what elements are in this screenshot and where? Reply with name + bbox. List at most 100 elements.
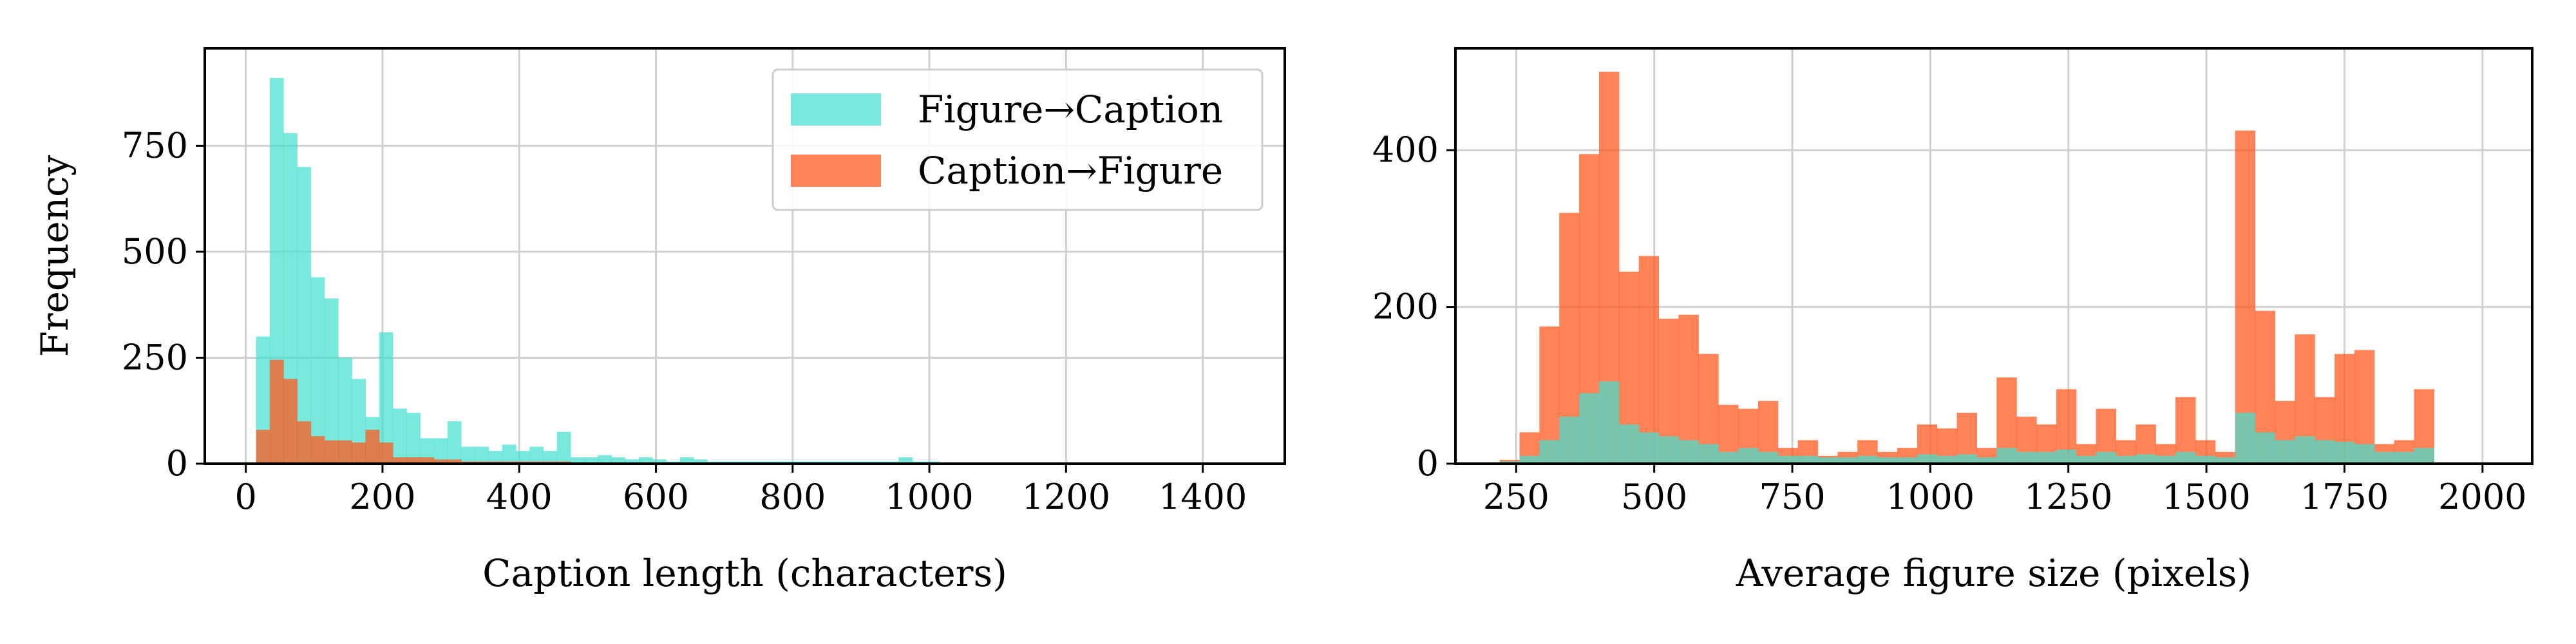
x-tick-label: 1750 <box>2300 477 2389 517</box>
histogram-bar <box>310 436 325 464</box>
histogram-bar <box>556 431 571 464</box>
histogram-bar <box>625 459 639 464</box>
histogram-bar <box>1678 314 1699 464</box>
histogram-bar <box>433 438 448 464</box>
histogram-bar <box>1638 256 1660 464</box>
histogram-bar <box>1956 454 1978 464</box>
histogram-bar <box>652 459 667 464</box>
x-tick-label: 400 <box>486 477 553 517</box>
histogram-bars <box>1499 71 2434 464</box>
y-tick-label: 250 <box>122 337 188 377</box>
x-tick-label: 250 <box>1483 477 1549 517</box>
legend-label-caption-to-figure: Caption→Figure <box>918 149 1223 193</box>
legend-swatch-figure-to-caption <box>791 93 881 126</box>
histogram-bar <box>1618 424 1640 464</box>
histogram-bar <box>1579 393 1600 464</box>
histogram-bar <box>1877 457 1898 464</box>
histogram-bar <box>2116 455 2136 464</box>
histogram-bar <box>379 442 393 464</box>
histogram-bar <box>433 459 448 464</box>
x-tick-label: 1000 <box>885 477 973 517</box>
histogram-bar <box>1658 436 1680 464</box>
x-tick-label: 1500 <box>2162 477 2250 517</box>
histogram-bar <box>420 457 435 464</box>
histogram-bar <box>337 357 352 464</box>
histogram-bar <box>1678 440 1699 464</box>
y-tick-label: 200 <box>1372 287 1439 327</box>
histogram-bar <box>2056 450 2077 464</box>
x-tick-label: 1200 <box>1022 477 1110 517</box>
histogram-bar <box>2235 412 2256 464</box>
y-tick-label: 750 <box>122 125 188 166</box>
histogram-bar <box>352 442 366 464</box>
histogram-bar <box>447 459 462 464</box>
x-tick-label: 800 <box>759 477 826 517</box>
histogram-bar <box>1937 455 1958 464</box>
x-tick-label: 1400 <box>1159 477 1247 517</box>
histogram-bar <box>2315 440 2335 464</box>
histogram-bar <box>2295 436 2315 464</box>
figure-size-histogram: 250 500 750 1000 1250 1500 1750 2000 0 200 400 Ave… <box>1372 47 2533 595</box>
histogram-bar <box>392 408 407 464</box>
histogram-bar <box>406 457 421 464</box>
histogram-bar <box>2076 455 2097 464</box>
histogram-bar <box>2096 451 2117 464</box>
histogram-bar <box>584 457 598 464</box>
histogram-bar <box>324 298 339 464</box>
histogram-bar <box>1519 455 1540 464</box>
plot-frame <box>204 47 1286 465</box>
histogram-bar <box>1539 440 1560 464</box>
histogram-bar <box>611 457 626 464</box>
histogram-bar <box>1598 381 1620 464</box>
histogram-bar <box>297 167 312 464</box>
histogram-bars <box>256 78 1214 464</box>
histogram-bar <box>337 440 352 464</box>
x-axis-label: Caption length (characters) <box>482 551 1007 595</box>
x-tick-label: 750 <box>1759 477 1825 517</box>
legend-label-figure-to-caption: Figure→Caption <box>918 88 1223 131</box>
histogram-bar <box>1837 457 1858 464</box>
histogram-bar <box>379 332 393 464</box>
histogram-bar <box>2275 440 2295 464</box>
histogram-bar <box>2175 451 2196 464</box>
histogram-bar <box>2155 455 2176 464</box>
axis-ticks: 250 500 750 1000 1250 1500 1750 2000 0 200 400 <box>1372 129 2527 517</box>
caption-length-histogram: 0 200 400 600 800 1000 1200 1400 0 250 500 750 Capt… <box>33 47 1286 595</box>
histogram-bar <box>2255 432 2276 464</box>
histogram-bar <box>515 451 530 464</box>
histogram-bar <box>1817 457 1838 464</box>
legend: Figure→Caption Caption→Figure <box>772 68 1264 211</box>
x-tick-label: 500 <box>1621 477 1687 517</box>
legend-swatch-caption-to-figure <box>791 155 881 187</box>
histogram-bar <box>2334 441 2355 464</box>
histogram-bar <box>475 446 489 464</box>
histogram-bar <box>2195 455 2216 464</box>
x-tick-label: 600 <box>623 477 689 517</box>
y-tick-label: 0 <box>1417 443 1439 484</box>
histogram-bar <box>297 421 312 464</box>
histogram-bar <box>1559 416 1580 464</box>
plot-frame <box>1454 47 2533 465</box>
histogram-bar <box>543 451 558 464</box>
histogram-bar <box>529 446 544 464</box>
histogram-bar <box>2235 130 2256 464</box>
histogram-bar <box>447 421 462 464</box>
histogram-bar <box>392 457 407 464</box>
histogram-bar <box>1738 448 1759 464</box>
histogram-bar <box>283 379 298 464</box>
histogram-bar <box>598 455 612 464</box>
x-axis-label: Average figure size (pixels) <box>1736 551 2251 595</box>
histogram-bar <box>488 451 503 464</box>
x-tick-label: 200 <box>349 477 415 517</box>
histogram-bar <box>256 430 270 464</box>
histogram-bar <box>2394 451 2415 464</box>
histogram-bar <box>1976 457 1997 464</box>
histogram-bar <box>2016 451 2037 464</box>
x-tick-label: 2000 <box>2438 477 2526 517</box>
histogram-bar <box>502 444 516 464</box>
histogram-bar <box>679 457 694 464</box>
x-tick-label: 0 <box>235 477 257 517</box>
histogram-bar <box>2036 451 2057 464</box>
histogram-bar <box>1857 455 1878 464</box>
